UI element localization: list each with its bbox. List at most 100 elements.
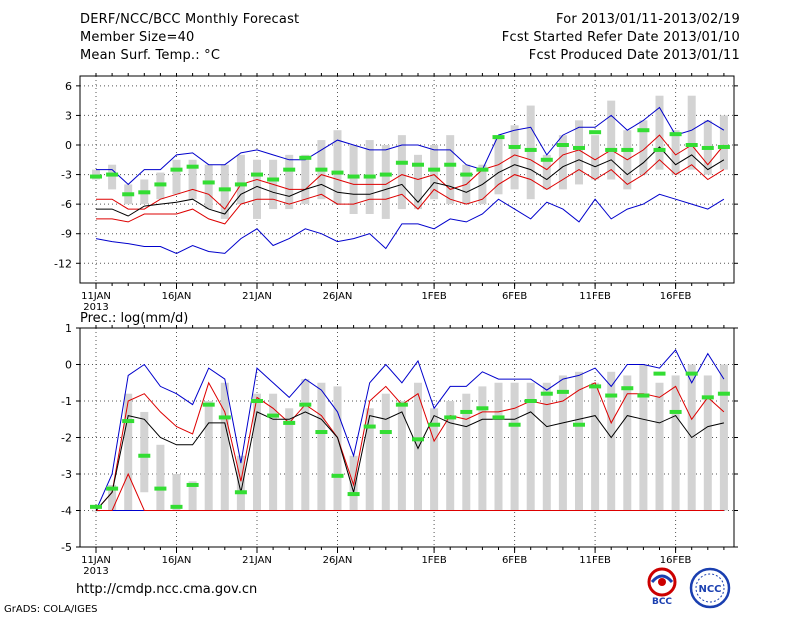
y-tick-label: 0 — [65, 359, 72, 372]
box-bar — [414, 382, 422, 511]
green-marker — [412, 437, 424, 442]
box-bar — [575, 120, 583, 185]
green-marker — [251, 172, 263, 177]
green-marker — [444, 162, 457, 167]
green-marker — [685, 143, 698, 147]
x-tick-label: 11FEB — [579, 555, 611, 566]
x-tick-label: 21JAN — [242, 555, 272, 566]
y-tick-label: -12 — [54, 257, 72, 270]
chart-title: DERF/NCC/BCC Monthly Forecast — [80, 12, 300, 27]
box-bar — [719, 115, 728, 170]
plot-frame — [79, 75, 735, 284]
green-marker — [395, 402, 408, 407]
green-marker — [605, 147, 618, 152]
max-line — [95, 349, 725, 511]
box-bar — [542, 382, 551, 511]
box-bar — [719, 364, 728, 511]
green-marker — [460, 409, 473, 414]
y-tick-label: -5 — [61, 541, 72, 554]
green-marker — [154, 486, 167, 491]
variable-label: Mean Surf. Temp.: °C — [80, 48, 221, 63]
box-bar — [333, 386, 342, 511]
green-marker — [524, 147, 537, 152]
box-bar — [671, 130, 680, 175]
green-marker — [138, 453, 151, 458]
green-marker — [412, 162, 424, 167]
box-bar — [510, 125, 519, 190]
y-tick-label: -3 — [61, 169, 72, 182]
box-bar — [301, 379, 310, 511]
svg-text:BCC: BCC — [652, 597, 672, 606]
x-tick-label: 11FEB — [579, 291, 611, 302]
box-bar — [703, 375, 712, 511]
green-marker — [138, 190, 151, 195]
box-bar — [381, 393, 390, 511]
y-tick-label: 0 — [65, 139, 72, 152]
green-marker — [234, 182, 247, 187]
green-marker — [685, 371, 698, 376]
box-bar — [558, 375, 567, 511]
green-marker — [267, 413, 280, 418]
chart-panel-1: 6 3 0 -3 -6 -9 -12 11JAN 16JAN 21JAN 26JAN 1FEB 6FEB… — [54, 73, 738, 313]
box-bar — [494, 382, 503, 511]
x-tick-label: 1FEB — [421, 291, 446, 302]
green-marker — [508, 144, 521, 149]
green-marker — [669, 409, 682, 414]
green-marker — [428, 167, 441, 172]
y-tick-label: -1 — [61, 395, 72, 408]
green-marker — [476, 406, 489, 411]
box-bar — [188, 481, 197, 511]
box-bar — [172, 159, 181, 195]
box-bar — [253, 393, 261, 511]
box-bar — [124, 393, 133, 511]
y-tick-label: -2 — [61, 432, 72, 445]
y-tick-label: -9 — [61, 228, 72, 241]
box-bar — [156, 444, 165, 511]
upper-line — [95, 381, 725, 511]
green-marker — [637, 128, 650, 133]
x-tick-label: 16FEB — [660, 291, 692, 302]
green-marker — [283, 420, 296, 425]
green-marker — [524, 399, 537, 403]
green-marker — [283, 167, 296, 172]
box-bar — [349, 145, 358, 214]
green-marker — [90, 504, 102, 509]
box-bar — [510, 382, 519, 511]
green-marker — [395, 160, 408, 165]
green-marker — [589, 130, 602, 135]
green-marker — [556, 143, 569, 147]
green-marker — [476, 167, 489, 172]
green-marker — [154, 182, 167, 187]
green-marker — [621, 147, 634, 152]
box-bar — [236, 154, 245, 205]
green-marker — [653, 371, 666, 376]
ncc-logo: NCC — [688, 566, 732, 614]
green-marker — [170, 167, 183, 172]
green-marker — [460, 172, 473, 177]
x-tick-label: 1FEB — [421, 555, 446, 566]
source-url[interactable]: http://cmdp.ncc.cma.gov.cn — [76, 582, 258, 597]
year-label: 2013 — [83, 302, 108, 313]
green-marker — [122, 192, 135, 197]
green-marker — [299, 402, 312, 407]
y-tick-label: 6 — [65, 80, 72, 93]
green-marker — [251, 399, 263, 403]
green-marker — [218, 187, 231, 192]
box-bar — [607, 100, 616, 180]
green-marker — [267, 177, 280, 182]
green-marker — [315, 430, 328, 435]
green-marker — [106, 486, 119, 491]
box-bar — [591, 135, 600, 180]
box-bar — [172, 474, 181, 511]
box-bar — [462, 393, 471, 511]
box-bar — [446, 401, 455, 511]
green-marker — [106, 172, 119, 177]
green-marker — [202, 180, 215, 185]
green-marker — [363, 424, 376, 429]
green-marker — [186, 164, 199, 169]
forecast-period: For 2013/01/11-2013/02/19 — [556, 12, 740, 27]
green-marker — [492, 415, 505, 420]
x-tick-label: 16FEB — [660, 555, 692, 566]
green-marker — [428, 422, 441, 427]
green-marker — [540, 391, 553, 396]
